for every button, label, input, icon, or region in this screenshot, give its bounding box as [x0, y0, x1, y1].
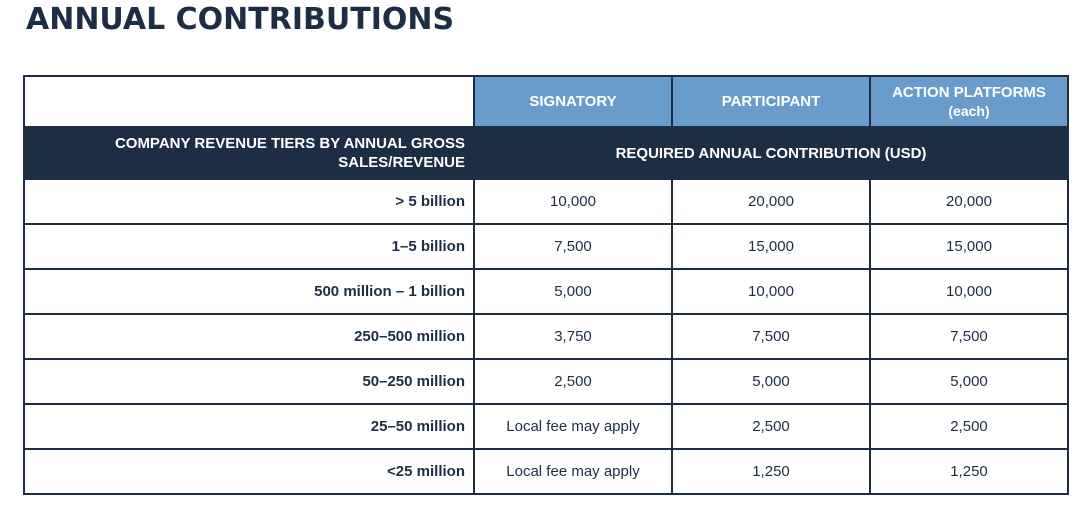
- signatory-cell: Local fee may apply: [473, 448, 673, 495]
- action-platforms-cell: 10,000: [869, 268, 1069, 315]
- action-platforms-cell: 2,500: [869, 403, 1069, 450]
- participant-cell: 7,500: [671, 313, 871, 360]
- participant-cell: 20,000: [671, 178, 871, 225]
- table-row: 25–50 million Local fee may apply 2,500 2,5…: [23, 403, 1069, 450]
- signatory-cell: 7,500: [473, 223, 673, 270]
- table-row: 1–5 billion 7,500 15,000 15,000: [23, 223, 1069, 270]
- signatory-cell: 10,000: [473, 178, 673, 225]
- section-header-row: COMPANY REVENUE TIERS BY ANNUAL GROSS SA…: [23, 126, 1069, 180]
- revenue-tier-cell: 50–250 million: [23, 358, 475, 405]
- column-header-label: SIGNATORY: [529, 92, 617, 110]
- revenue-tier-cell: <25 million: [23, 448, 475, 495]
- revenue-tier-cell: 25–50 million: [23, 403, 475, 450]
- column-header-action-platforms: ACTION PLATFORMS (each): [869, 75, 1069, 128]
- signatory-cell: 3,750: [473, 313, 673, 360]
- signatory-cell: 2,500: [473, 358, 673, 405]
- revenue-tier-cell: > 5 billion: [23, 178, 475, 225]
- action-platforms-cell: 20,000: [869, 178, 1069, 225]
- revenue-tier-cell: 250–500 million: [23, 313, 475, 360]
- table-row: <25 million Local fee may apply 1,250 1,250: [23, 448, 1069, 495]
- contributions-table: SIGNATORY PARTICIPANT ACTION PLATFORMS (…: [23, 75, 1069, 495]
- table-row: 500 million – 1 billion 5,000 10,000 10,000: [23, 268, 1069, 315]
- column-header-sublabel: (each): [948, 102, 990, 119]
- action-platforms-cell: 7,500: [869, 313, 1069, 360]
- tier-column-header: COMPANY REVENUE TIERS BY ANNUAL GROSS SA…: [23, 126, 475, 180]
- revenue-tier-cell: 500 million – 1 billion: [23, 268, 475, 315]
- revenue-tier-cell: 1–5 billion: [23, 223, 475, 270]
- table-row: 250–500 million 3,750 7,500 7,500: [23, 313, 1069, 360]
- participant-cell: 2,500: [671, 403, 871, 450]
- table-row: > 5 billion 10,000 20,000 20,000: [23, 178, 1069, 225]
- table-row: 50–250 million 2,500 5,000 5,000: [23, 358, 1069, 405]
- column-header-label: PARTICIPANT: [721, 92, 821, 110]
- signatory-cell: 5,000: [473, 268, 673, 315]
- action-platforms-cell: 15,000: [869, 223, 1069, 270]
- contribution-header: REQUIRED ANNUAL CONTRIBUTION (USD): [473, 126, 1069, 180]
- participant-cell: 5,000: [671, 358, 871, 405]
- column-header-signatory: SIGNATORY: [473, 75, 673, 128]
- table-body: > 5 billion 10,000 20,000 20,000 1–5 billion…: [23, 178, 1069, 495]
- participant-cell: 10,000: [671, 268, 871, 315]
- column-header-participant: PARTICIPANT: [671, 75, 871, 128]
- column-header-row: SIGNATORY PARTICIPANT ACTION PLATFORMS (…: [23, 75, 1069, 128]
- participant-cell: 1,250: [671, 448, 871, 495]
- page-title: ANNUAL CONTRIBUTIONS: [26, 2, 455, 37]
- header-blank-cell: [23, 75, 475, 128]
- participant-cell: 15,000: [671, 223, 871, 270]
- action-platforms-cell: 1,250: [869, 448, 1069, 495]
- column-header-label: ACTION PLATFORMS: [892, 83, 1046, 101]
- signatory-cell: Local fee may apply: [473, 403, 673, 450]
- action-platforms-cell: 5,000: [869, 358, 1069, 405]
